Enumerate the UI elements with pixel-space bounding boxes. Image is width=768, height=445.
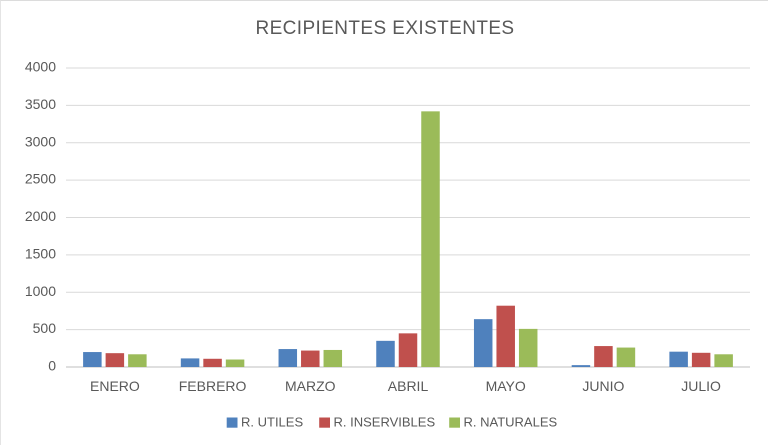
svg-text:MAYO: MAYO (486, 378, 526, 394)
svg-text:2500: 2500 (25, 171, 56, 187)
svg-text:R. NATURALES: R. NATURALES (464, 414, 558, 429)
svg-text:ABRIL: ABRIL (388, 378, 429, 394)
svg-text:4000: 4000 (25, 59, 56, 75)
svg-text:R. INSERVIBLES: R. INSERVIBLES (334, 414, 436, 429)
svg-text:R. UTILES: R. UTILES (241, 414, 303, 429)
svg-text:1000: 1000 (25, 283, 56, 299)
svg-text:JULIO: JULIO (681, 378, 721, 394)
svg-text:MARZO: MARZO (285, 378, 336, 394)
svg-text:500: 500 (33, 320, 57, 336)
svg-text:JUNIO: JUNIO (582, 378, 624, 394)
svg-text:1500: 1500 (25, 245, 56, 261)
svg-text:FEBRERO: FEBRERO (179, 378, 247, 394)
svg-text:ENERO: ENERO (90, 378, 140, 394)
svg-text:2000: 2000 (25, 208, 56, 224)
svg-text:3000: 3000 (25, 133, 56, 149)
svg-text:3500: 3500 (25, 96, 56, 112)
svg-text:0: 0 (48, 358, 56, 374)
